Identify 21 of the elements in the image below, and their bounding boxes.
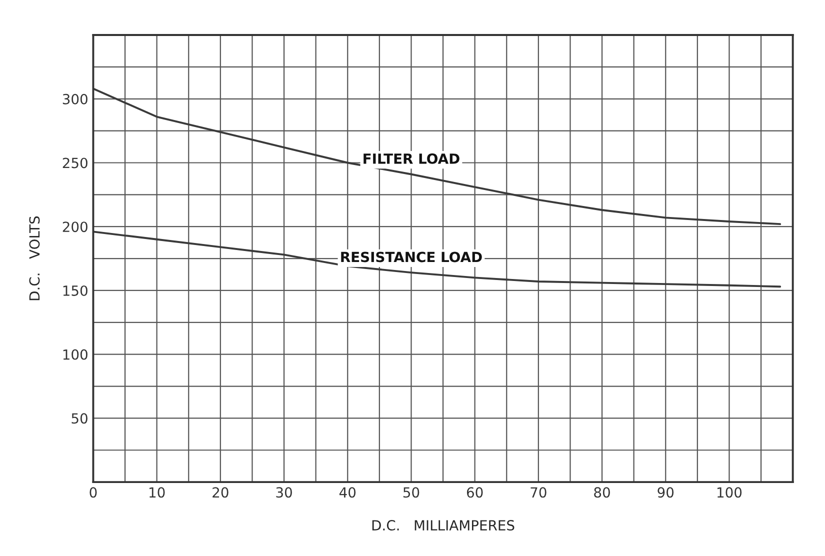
y-tick-label: 300 (62, 94, 88, 104)
y-tick-label: 150 (63, 285, 88, 296)
x-tick-label: 30 (276, 487, 292, 498)
x-tick-label: 70 (530, 487, 546, 498)
x-tick-label: 0 (90, 487, 97, 498)
y-axis-title: D.C. VOLTS (29, 216, 40, 300)
x-tick-label: 40 (339, 487, 356, 498)
x-tick-label: 20 (212, 487, 228, 498)
x-tick-label: 100 (717, 487, 742, 498)
x-tick-label: 50 (403, 487, 420, 498)
series-label: FILTER LOAD (364, 153, 460, 164)
y-tick-label: 100 (63, 349, 88, 360)
series-label: RESISTANCE LOAD (341, 252, 482, 262)
x-tick-label: 80 (594, 487, 610, 498)
y-tick-label: 200 (62, 222, 88, 232)
x-axis-title: D.C. MILLIAMPERES (372, 520, 514, 531)
x-tick-label: 60 (466, 487, 483, 498)
x-tick-label: 10 (150, 487, 165, 498)
x-tick-label: 90 (658, 487, 674, 498)
y-tick-label: 250 (62, 158, 88, 168)
y-tick-label: 50 (72, 413, 88, 424)
